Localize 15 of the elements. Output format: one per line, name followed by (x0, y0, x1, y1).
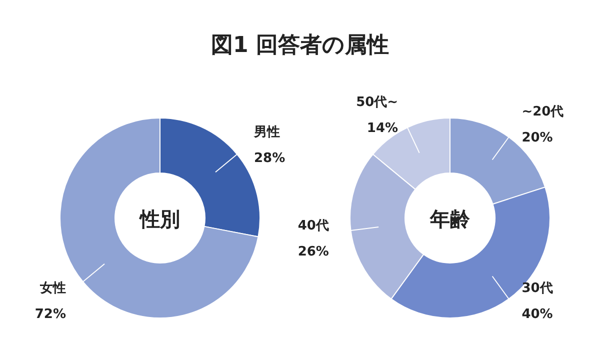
slice-label: 50代~ (356, 95, 398, 110)
slice-label: 男性 (253, 125, 280, 140)
data-label: 20% (522, 130, 553, 146)
data-label: 28% (254, 151, 286, 166)
text: 図1 回答者の属性 (211, 33, 389, 58)
text: 性別 (138, 207, 180, 231)
slice-label: ~20代 (522, 104, 564, 120)
data-label: 72% (34, 306, 66, 322)
slice-label: 女性 (38, 280, 66, 296)
data-label: 26% (298, 244, 329, 260)
slice-label: 40代 (298, 218, 329, 234)
data-label: 14% (366, 121, 398, 136)
text: 年齢 (429, 207, 471, 231)
data-label: 40% (522, 307, 553, 322)
slice-label: 30代 (522, 281, 553, 296)
